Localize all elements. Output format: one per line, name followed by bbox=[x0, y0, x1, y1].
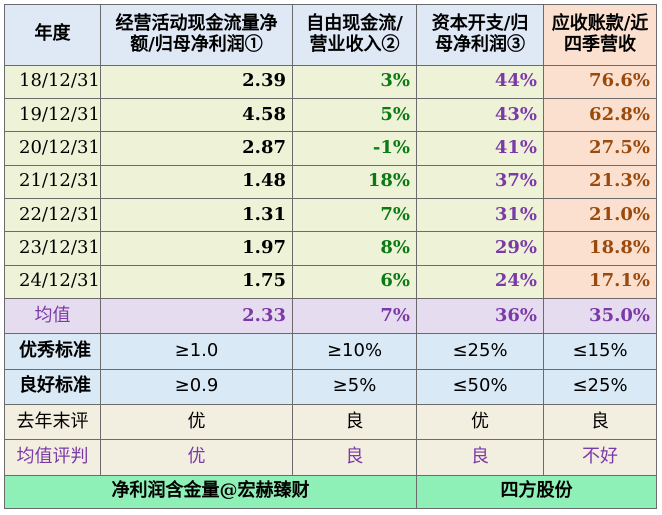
average-value-1: 2.33 bbox=[100, 297, 293, 335]
year-cell: 18/12/31 bbox=[4, 64, 101, 99]
header-ocf-ratio: 经营活动现金流量净额/归母净利润① bbox=[100, 4, 293, 66]
avg-judge-value-3: 良 bbox=[416, 439, 544, 476]
table-row: 18/12/31 2.39 3% 44% 76.6% bbox=[4, 64, 657, 99]
year-cell: 20/12/31 bbox=[4, 131, 101, 166]
last-year-value-2: 良 bbox=[292, 403, 417, 441]
table-row: 20/12/31 2.87 -1% 41% 27.5% bbox=[4, 131, 657, 166]
fcf-ratio-cell: 3% bbox=[292, 64, 417, 99]
year-cell: 24/12/31 bbox=[4, 264, 101, 299]
capex-ratio-cell: 31% bbox=[416, 197, 544, 233]
year-cell: 19/12/31 bbox=[4, 97, 101, 133]
header-receivables-ratio: 应收账款/近四季营收 bbox=[543, 4, 657, 66]
footer-row: 净利润含金量@宏赫臻财 四方股份 bbox=[4, 474, 657, 510]
header-year: 年度 bbox=[4, 4, 101, 66]
avg-judge-label: 均值评判 bbox=[4, 439, 101, 476]
excellent-label: 优秀标准 bbox=[4, 333, 101, 370]
good-value-3: ≤50% bbox=[416, 368, 544, 405]
header-capex-ratio: 资本开支/归母净利润③ bbox=[416, 4, 544, 66]
excellent-value-2: ≥10% bbox=[292, 333, 417, 370]
ocf-ratio-cell: 1.48 bbox=[100, 164, 293, 199]
good-standard-row: 良好标准 ≥0.9 ≥5% ≤50% ≤25% bbox=[4, 368, 657, 405]
table-row: 21/12/31 1.48 18% 37% 21.3% bbox=[4, 164, 657, 199]
year-cell: 21/12/31 bbox=[4, 164, 101, 199]
avg-judge-value-4: 不好 bbox=[543, 439, 657, 476]
table-row: 24/12/31 1.75 6% 24% 17.1% bbox=[4, 264, 657, 299]
ocf-ratio-cell: 2.39 bbox=[100, 64, 293, 99]
cash-quality-table: 年度 经营活动现金流量净额/归母净利润① 自由现金流/营业收入② 资本开支/归母… bbox=[4, 4, 657, 510]
receivables-ratio-cell: 21.3% bbox=[543, 164, 657, 199]
excellent-value-1: ≥1.0 bbox=[100, 333, 293, 370]
excellent-value-3: ≤25% bbox=[416, 333, 544, 370]
receivables-ratio-cell: 18.8% bbox=[543, 231, 657, 266]
fcf-ratio-cell: 7% bbox=[292, 197, 417, 233]
receivables-ratio-cell: 62.8% bbox=[543, 97, 657, 133]
year-cell: 22/12/31 bbox=[4, 197, 101, 233]
capex-ratio-cell: 37% bbox=[416, 164, 544, 199]
receivables-ratio-cell: 21.0% bbox=[543, 197, 657, 233]
average-label: 均值 bbox=[4, 297, 101, 335]
ocf-ratio-cell: 4.58 bbox=[100, 97, 293, 133]
average-row: 均值 2.33 7% 36% 35.0% bbox=[4, 297, 657, 335]
year-cell: 23/12/31 bbox=[4, 231, 101, 266]
good-label: 良好标准 bbox=[4, 368, 101, 405]
footer-title: 净利润含金量@宏赫臻财 bbox=[4, 474, 417, 510]
last-year-label: 去年末评 bbox=[4, 403, 101, 441]
last-year-value-3: 优 bbox=[416, 403, 544, 441]
table-row: 19/12/31 4.58 5% 43% 62.8% bbox=[4, 97, 657, 133]
capex-ratio-cell: 24% bbox=[416, 264, 544, 299]
table-row: 23/12/31 1.97 8% 29% 18.8% bbox=[4, 231, 657, 266]
excellent-value-4: ≤15% bbox=[543, 333, 657, 370]
header-row: 年度 经营活动现金流量净额/归母净利润① 自由现金流/营业收入② 资本开支/归母… bbox=[4, 4, 657, 66]
average-value-4: 35.0% bbox=[543, 297, 657, 335]
capex-ratio-cell: 44% bbox=[416, 64, 544, 99]
capex-ratio-cell: 43% bbox=[416, 97, 544, 133]
avg-judge-value-2: 良 bbox=[292, 439, 417, 476]
good-value-1: ≥0.9 bbox=[100, 368, 293, 405]
table-row: 22/12/31 1.31 7% 31% 21.0% bbox=[4, 197, 657, 233]
excellent-standard-row: 优秀标准 ≥1.0 ≥10% ≤25% ≤15% bbox=[4, 333, 657, 370]
last-year-value-4: 良 bbox=[543, 403, 657, 441]
receivables-ratio-cell: 76.6% bbox=[543, 64, 657, 99]
average-value-3: 36% bbox=[416, 297, 544, 335]
avg-judge-value-1: 优 bbox=[100, 439, 293, 476]
receivables-ratio-cell: 17.1% bbox=[543, 264, 657, 299]
last-year-value-1: 优 bbox=[100, 403, 293, 441]
average-judgement-row: 均值评判优良良不好 bbox=[4, 439, 657, 476]
ocf-ratio-cell: 1.75 bbox=[100, 264, 293, 299]
fcf-ratio-cell: -1% bbox=[292, 131, 417, 166]
footer-company: 四方股份 bbox=[416, 474, 657, 510]
ocf-ratio-cell: 1.97 bbox=[100, 231, 293, 266]
fcf-ratio-cell: 8% bbox=[292, 231, 417, 266]
ocf-ratio-cell: 2.87 bbox=[100, 131, 293, 166]
receivables-ratio-cell: 27.5% bbox=[543, 131, 657, 166]
capex-ratio-cell: 29% bbox=[416, 231, 544, 266]
good-value-4: ≤25% bbox=[543, 368, 657, 405]
fcf-ratio-cell: 6% bbox=[292, 264, 417, 299]
good-value-2: ≥5% bbox=[292, 368, 417, 405]
header-fcf-ratio: 自由现金流/营业收入② bbox=[292, 4, 417, 66]
fcf-ratio-cell: 18% bbox=[292, 164, 417, 199]
average-value-2: 7% bbox=[292, 297, 417, 335]
fcf-ratio-cell: 5% bbox=[292, 97, 417, 133]
capex-ratio-cell: 41% bbox=[416, 131, 544, 166]
ocf-ratio-cell: 1.31 bbox=[100, 197, 293, 233]
last-year-eval-row: 去年末评优良优良 bbox=[4, 403, 657, 441]
